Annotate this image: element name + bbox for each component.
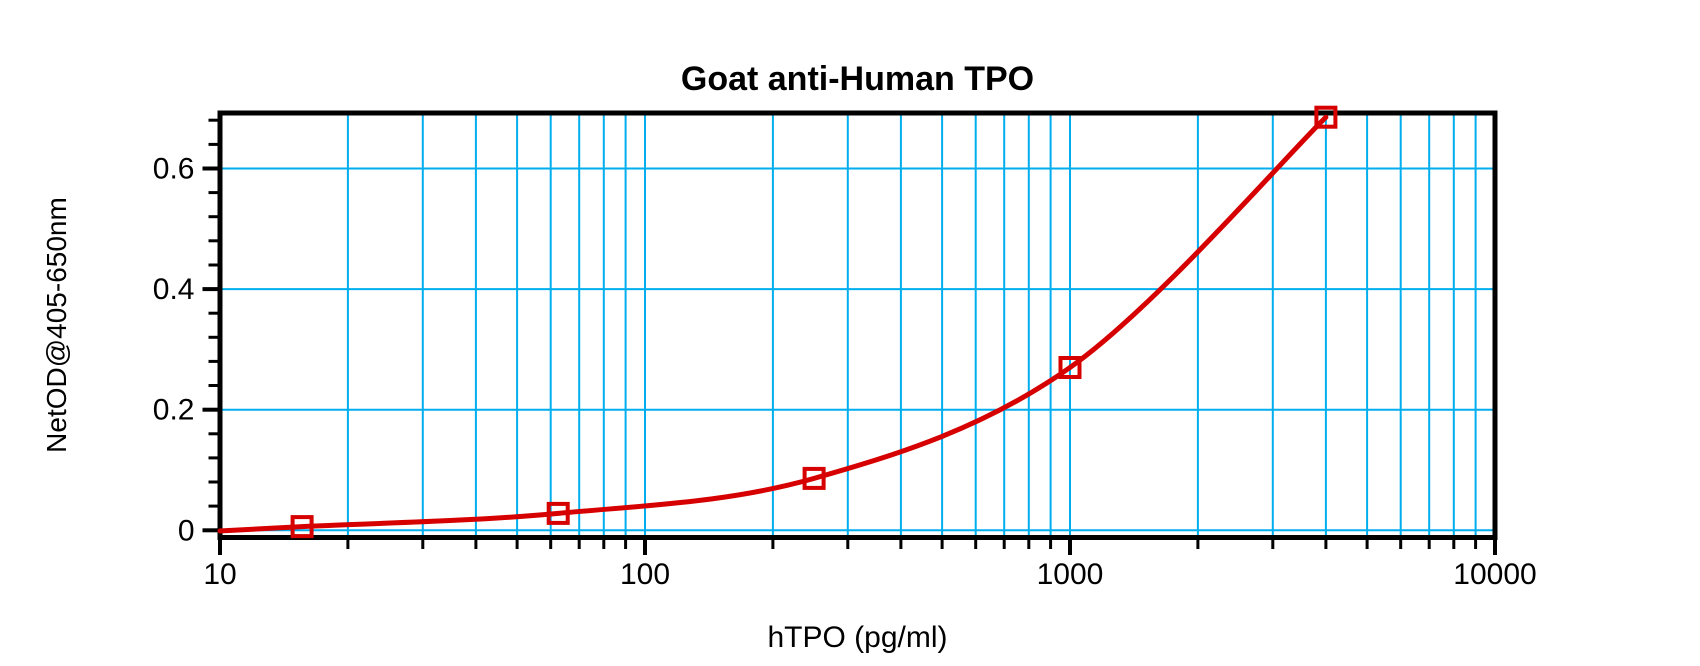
chart-title: Goat anti-Human TPO (680, 60, 1035, 98)
data-point-marker (1058, 356, 1082, 379)
plot-border (217, 110, 1498, 540)
x-tick-label: 10 (203, 558, 236, 591)
x-axis-label: hTPO (pg/ml) (767, 621, 948, 654)
y-tick-label: 0.4 (153, 273, 195, 306)
y-tick-label: 0.2 (153, 394, 195, 427)
y-tick-label: 0.6 (153, 153, 195, 186)
x-tick-label: 100 (620, 558, 670, 591)
standard-curve (217, 114, 1329, 534)
data-point-marker (546, 501, 570, 525)
data-point-marker (290, 515, 314, 539)
y-tick-label: 0 (178, 514, 195, 547)
data-point-marker (802, 466, 826, 490)
x-tick-label: 1000 (1037, 558, 1104, 591)
data-point-marker (1314, 105, 1338, 129)
x-tick-label: 10000 (1453, 558, 1536, 591)
